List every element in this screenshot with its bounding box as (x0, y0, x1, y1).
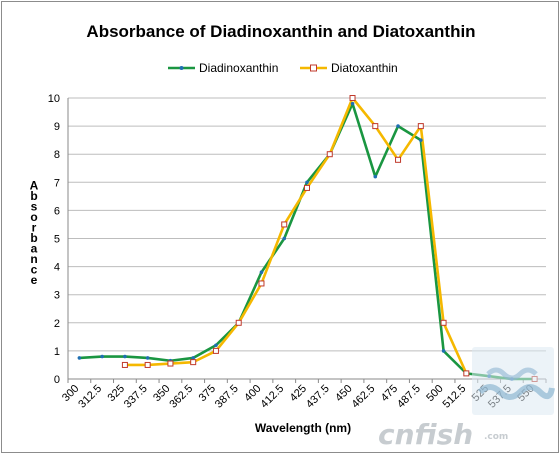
data-point-diadinoxanthin (77, 356, 82, 360)
data-point-diatoxanthin (326, 151, 333, 158)
watermark-box (472, 347, 554, 415)
data-point-diadinoxanthin (373, 174, 378, 179)
x-tick-label: 412.5 (258, 383, 286, 411)
data-point-diadinoxanthin (123, 354, 127, 359)
y-tick-label: 6 (54, 205, 60, 217)
data-point-diatoxanthin (235, 319, 242, 326)
y-tick-label: 8 (54, 149, 60, 161)
wave-icon (477, 384, 555, 400)
series-line-diadinoxanthin (79, 102, 535, 381)
data-point-diatoxanthin (440, 319, 447, 326)
y-tick-label: 4 (54, 262, 60, 274)
data-point-diadinoxanthin (214, 343, 218, 348)
x-tick-label: 487.5 (395, 383, 423, 411)
data-point-diatoxanthin (144, 361, 151, 368)
data-point-diadinoxanthin (350, 101, 355, 106)
y-tick-labels: 0 1 2 3 4 5 6 7 8 9 10 (48, 93, 60, 386)
y-tick-label: 7 (54, 177, 60, 189)
watermark: cnfish .com (378, 347, 555, 451)
x-tick-label: 512.5 (441, 383, 469, 411)
wave-icon-2 (486, 367, 538, 381)
legend-marker-diadinoxanthin (179, 66, 184, 70)
data-point-diatoxanthin (417, 123, 424, 130)
legend-marker-diatoxanthin (310, 64, 317, 72)
y-tick-label: 10 (48, 93, 60, 105)
legend-label-diadinoxanthin: Diadinoxanthin (199, 61, 278, 75)
x-tick-label: 362.5 (167, 383, 195, 411)
data-point-diadinoxanthin (396, 124, 400, 128)
data-point-diadinoxanthin (191, 356, 195, 360)
data-point-diatoxanthin (190, 359, 197, 366)
data-point-diatoxanthin (281, 221, 288, 228)
data-point-diadinoxanthin (441, 349, 446, 353)
data-point-diadinoxanthin (282, 236, 287, 241)
chart-title: Absorbance of Diadinoxanthin and Diatoxa… (86, 22, 475, 41)
y-tick-label: 0 (54, 374, 60, 386)
y-tick-label: 9 (54, 121, 60, 133)
axes (67, 98, 547, 383)
data-point-diatoxanthin (463, 370, 470, 377)
data-point-diadinoxanthin (419, 138, 423, 142)
x-axis-title: Wavelength (nm) (255, 421, 351, 435)
x-tick-label: 462.5 (349, 383, 377, 411)
y-tick-label: 2 (54, 318, 60, 330)
data-point-diadinoxanthin (259, 270, 264, 275)
data-point-diatoxanthin (212, 347, 219, 354)
data-point-diatoxanthin (304, 184, 310, 191)
data-point-diatoxanthin (372, 123, 379, 130)
series-layer (77, 95, 538, 382)
legend-label-diatoxanthin: Diatoxanthin (331, 61, 398, 75)
gridlines (68, 97, 546, 380)
y-tick-label: 1 (54, 346, 60, 358)
data-point-diatoxanthin (395, 156, 402, 163)
y-tick-label: 5 (54, 234, 60, 246)
data-point-diatoxanthin (167, 360, 174, 367)
watermark-sub: .com (484, 432, 508, 442)
x-tick-label: 387.5 (213, 383, 241, 411)
data-point-diatoxanthin (349, 95, 356, 101)
y-tick-label: 3 (54, 290, 60, 302)
data-point-diatoxanthin (121, 361, 128, 368)
data-point-diadinoxanthin (145, 356, 150, 360)
legend: Diadinoxanthin Diatoxanthin (168, 61, 398, 75)
data-point-diatoxanthin (258, 280, 265, 287)
x-tick-label: 312.5 (76, 383, 104, 411)
data-point-diadinoxanthin (100, 354, 104, 359)
data-point-diadinoxanthin (305, 180, 309, 185)
x-tick-label: 437.5 (304, 383, 332, 411)
watermark-text: cnfish (378, 418, 473, 451)
x-tick-label: 337.5 (122, 383, 150, 411)
